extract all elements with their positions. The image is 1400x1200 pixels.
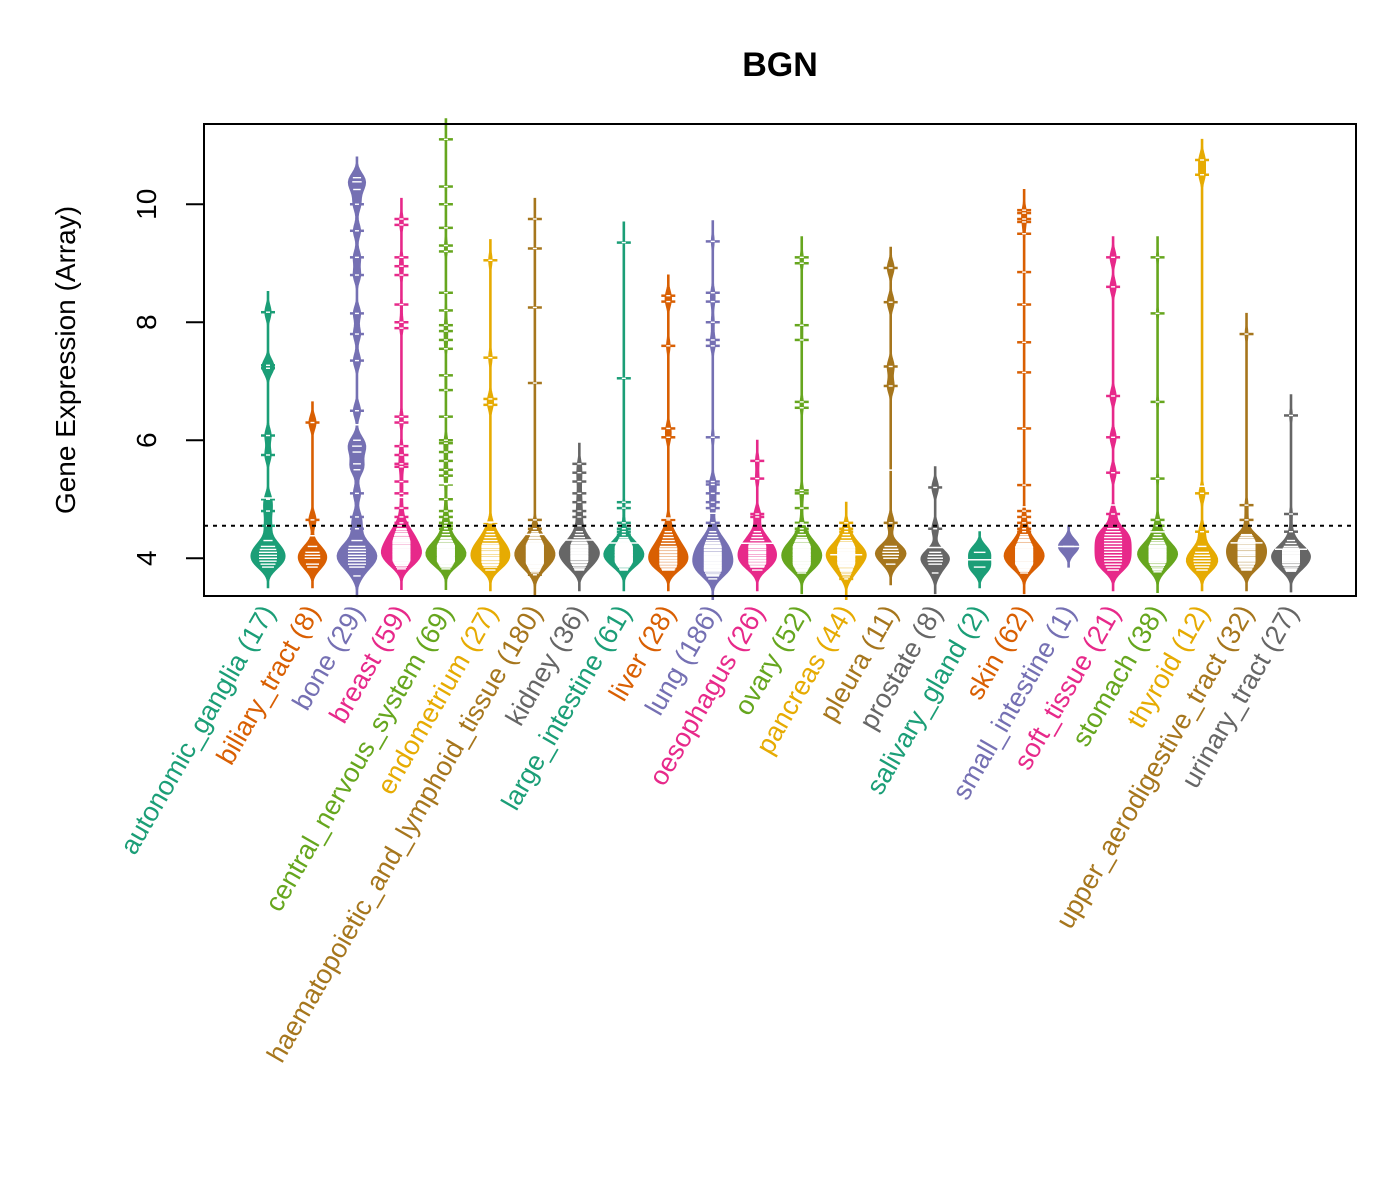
x-axis-category-labels: autonomic_ganglia (17)biliary_tract (8)b… [114, 600, 1304, 1067]
bean-upper_aerodigestive_tract [1226, 312, 1268, 592]
bean-prostate [919, 466, 952, 595]
bean-oesophagus [737, 439, 777, 592]
bean-density-central_nervous_system [425, 118, 467, 591]
bean-density-endometrium [470, 239, 511, 592]
bean-density-large_intestine [603, 221, 645, 592]
bean-urinary_tract [1271, 394, 1311, 593]
bean-large_intestine [603, 221, 645, 592]
y-axis-label: Gene Expression (Array) [50, 206, 81, 514]
y-tick-label: 4 [131, 550, 162, 566]
bean-soft_tissue [1094, 236, 1132, 592]
bean-density-breast [380, 197, 422, 591]
bean-bone [336, 156, 378, 598]
bean-density-thyroid [1185, 138, 1219, 592]
bean-skin [1003, 188, 1045, 595]
y-tick-label: 10 [131, 189, 162, 220]
y-tick-label: 6 [131, 432, 162, 448]
bean-density-prostate [920, 466, 950, 595]
bean-density-stomach [1137, 236, 1179, 593]
bean-biliary_tract [296, 401, 329, 589]
bean-density-upper_aerodigestive_tract [1226, 312, 1268, 592]
bean-density-skin [1003, 188, 1045, 595]
bean-pancreas [825, 501, 867, 601]
bean-lung [692, 220, 734, 601]
bean-stomach [1137, 236, 1179, 593]
bean-breast [380, 197, 422, 591]
y-axis: 4 6 8 10 [131, 189, 204, 566]
bean-density-biliary_tract [297, 401, 328, 589]
bean-liver [648, 274, 689, 592]
bean-density-pleura [874, 246, 907, 586]
bean-density-liver [648, 274, 689, 592]
bean-kidney [558, 442, 600, 592]
bean-haematopoietic_and_lymphoid_tissue [514, 197, 556, 596]
bean-pleura [874, 246, 907, 586]
bean-density-haematopoietic_and_lymphoid_tissue [514, 197, 556, 596]
bean-small_intestine [1052, 525, 1085, 568]
bean-density-urinary_tract [1271, 394, 1311, 593]
bean-density-oesophagus [737, 439, 777, 592]
bean-density-lung [692, 220, 734, 601]
beans-layer [250, 118, 1311, 601]
bean-autonomic_ganglia [250, 291, 286, 589]
bean-density-bone [336, 156, 378, 598]
bean-ovary [781, 236, 823, 595]
bean-density-ovary [781, 236, 823, 595]
y-tick-label: 8 [131, 314, 162, 330]
bean-thyroid [1185, 138, 1219, 592]
bean-salivary_gland [963, 531, 996, 589]
chart-title: BGN [742, 46, 818, 84]
plot-frame [203, 123, 1357, 597]
bean-endometrium [470, 239, 511, 592]
bean-central_nervous_system [425, 118, 467, 591]
bean-density-autonomic_ganglia [250, 291, 286, 589]
